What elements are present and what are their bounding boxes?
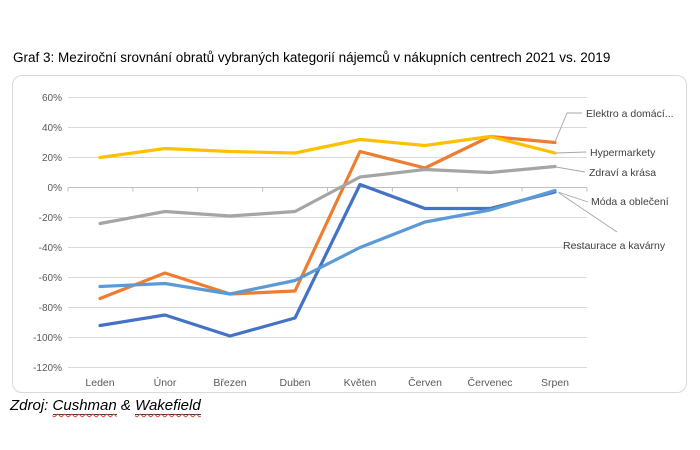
source-prefix: Zdroj: [10,397,53,414]
y-tick-label: 60% [42,93,62,104]
leader-line [557,191,589,203]
y-tick-label: 20% [42,153,62,164]
series-line-hypermarkety [98,134,557,160]
source-link-wakefield[interactable]: Wakefield [135,397,201,415]
x-tick-label: Březen [213,377,246,389]
callout-label: Hypermarkety [590,147,656,159]
source-line: Zdroj: Cushman & Wakefield [10,397,201,415]
series-line-zdrav-a-kr-sa [98,164,557,226]
leader-line [555,151,587,154]
y-tick-label: 0% [48,183,63,194]
callout-label: Elektro a domácí... [586,108,674,120]
leader-line [554,112,582,143]
x-tick-label: Únor [154,376,177,389]
x-tick-label: Červenec [468,376,513,389]
chart-caption: Graf 3: Meziroční srovnání obratů vybran… [13,50,611,65]
series-line-elektro-a-dom-c [98,134,557,301]
y-tick-label: -20% [39,213,62,224]
y-tick-label: -120% [33,363,62,374]
y-tick-label: -100% [33,333,62,344]
y-tick-label: -60% [39,273,62,284]
x-tick-label: Květen [344,377,377,389]
y-tick-label: -40% [39,243,62,254]
leader-line [555,166,586,173]
x-tick-label: Duben [280,377,311,389]
source-link-cushman[interactable]: Cushman [52,397,117,415]
series-line-restaurace-a-kav-rny [98,188,557,296]
x-tick-label: Leden [85,377,114,389]
y-tick-label: 40% [42,123,62,134]
x-tick-label: Srpen [541,377,569,389]
y-tick-label: -80% [39,303,62,314]
source-ampersand: & [120,397,131,414]
leader-line [558,192,618,233]
x-tick-label: Červen [408,376,442,389]
series-line-m-da-a-oble-en [98,182,557,338]
callout-label: Restaurace a kavárny [563,240,666,252]
callout-label: Móda a oblečení [591,196,669,208]
callout-label: Zdraví a krása [589,167,656,179]
